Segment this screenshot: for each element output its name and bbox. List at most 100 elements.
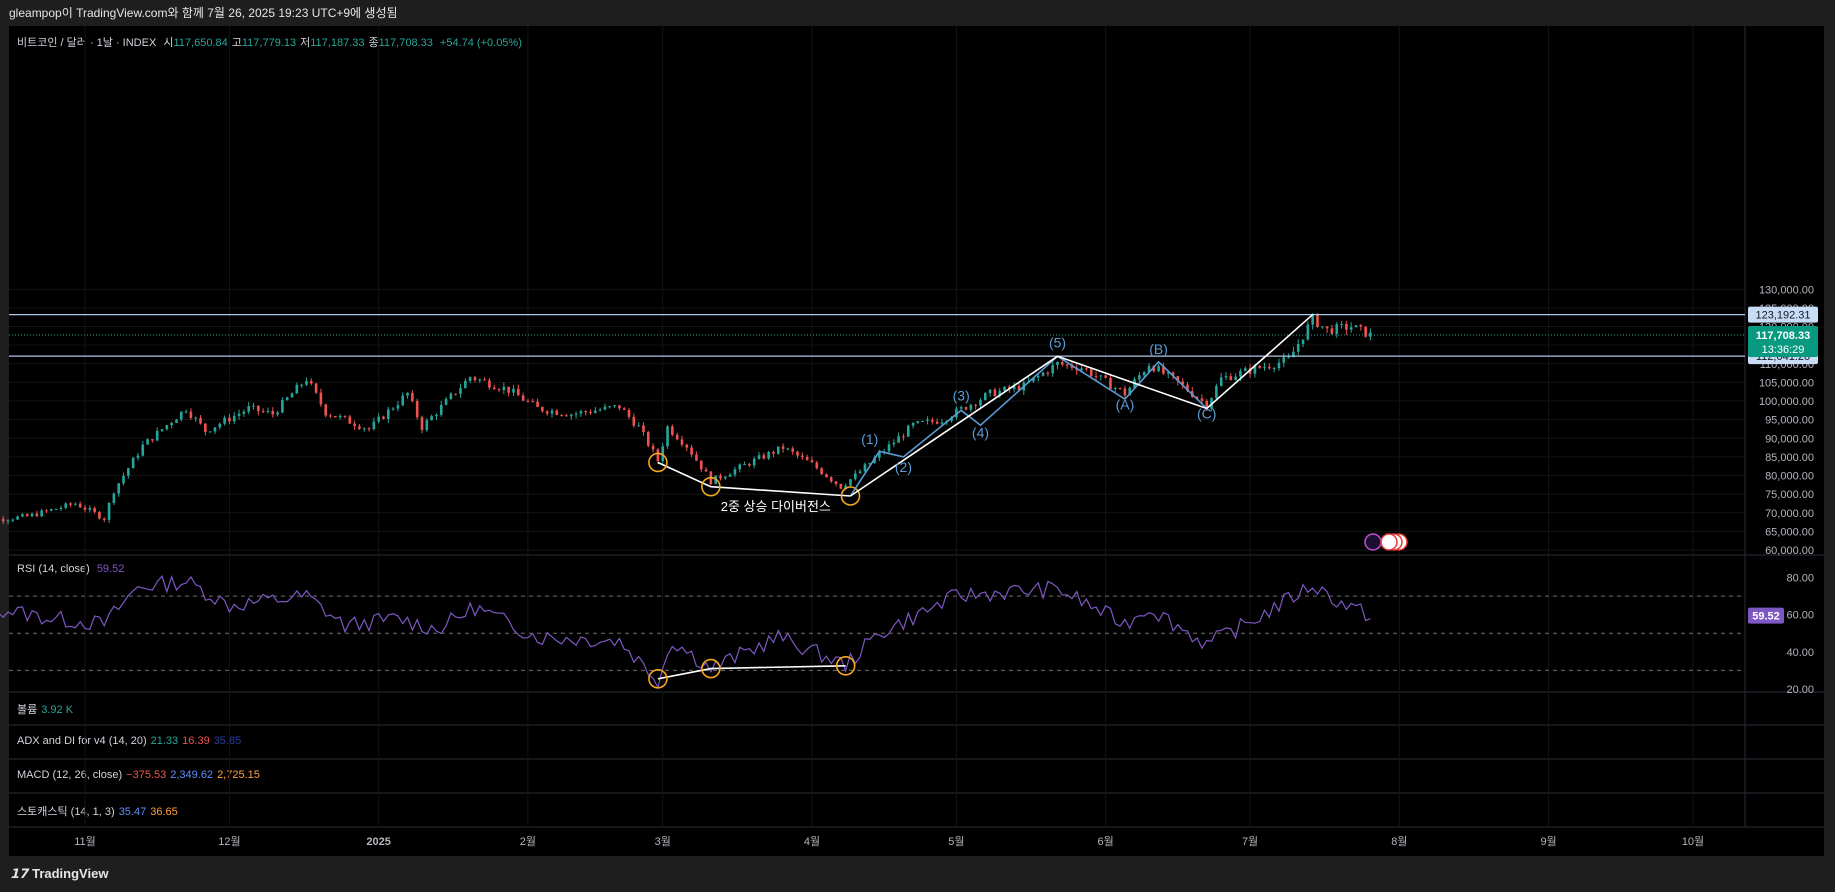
candle-body (1166, 372, 1170, 374)
candle-body (608, 406, 612, 408)
candle-body (449, 393, 453, 399)
divergence-circle (840, 486, 861, 506)
candle-body (748, 464, 751, 466)
candle-body (820, 468, 823, 475)
candle-body (1263, 366, 1266, 368)
rsi-tick-label: 20.00 (1786, 684, 1814, 696)
candle-body (1325, 326, 1329, 329)
brand-text: TradingView (32, 866, 109, 881)
candle-body (1219, 377, 1223, 387)
candle-body (353, 423, 356, 427)
candle-body (117, 483, 121, 494)
candle-body (1162, 366, 1165, 374)
candle-body (916, 421, 920, 424)
indicator-legend-3: 스토캐스틱 (14, 1, 3) 35.47 36.65 (17, 803, 178, 819)
indicator-value: 35.85 (213, 735, 242, 747)
divergence-label: 2중 상승 다이버전스 (721, 499, 831, 514)
candle-body (829, 477, 833, 482)
candle-body (724, 476, 727, 479)
candle-body (45, 510, 48, 512)
candle-body (165, 425, 169, 430)
candle-body (1349, 327, 1353, 330)
tradingview-logo[interactable]: 𝟭𝟳 TradingView (10, 866, 108, 882)
candle-body (810, 460, 814, 463)
candle-body (767, 451, 770, 459)
candle-body (35, 513, 39, 517)
candle-body (483, 379, 486, 381)
candle-body (396, 405, 400, 409)
candle-body (151, 439, 154, 441)
candle-body (1345, 323, 1348, 330)
candle-body (671, 426, 674, 435)
ohlc-item-3: 종117,708.33 (368, 37, 433, 49)
candle-body (690, 447, 693, 455)
indicator-name: 볼륨 (17, 704, 38, 716)
time-tick-label: 7월 (1242, 835, 1258, 848)
wave-label: (5) (1049, 335, 1066, 351)
candle-body (878, 452, 881, 458)
candle-body (584, 411, 587, 413)
candle-body (252, 405, 255, 407)
candle-body (613, 405, 616, 407)
candle-body (189, 411, 193, 418)
candle-body (319, 392, 323, 405)
price-tick-label: 100,000.00 (1759, 396, 1814, 408)
candle-body (752, 458, 756, 466)
candle-body (940, 422, 944, 424)
candle-body (223, 417, 226, 424)
candle-body (170, 422, 173, 426)
candle-body (801, 455, 804, 458)
footer-bar (0, 856, 1835, 892)
candle-body (733, 469, 737, 475)
price-tick-label: 65,000.00 (1765, 526, 1814, 538)
rsi-divergence-circle (835, 655, 856, 676)
candle-body (141, 444, 145, 456)
current-price-tag (1748, 326, 1818, 358)
candle-body (1061, 362, 1064, 365)
wave-label: (B) (1149, 341, 1168, 357)
candle-body (695, 454, 698, 461)
candle-body (1118, 388, 1122, 390)
candle-body (646, 431, 650, 446)
candle-body (603, 406, 607, 410)
economic-event-icon[interactable] (1380, 533, 1398, 551)
countdown-label: 13:36:29 (1762, 344, 1805, 356)
rsi-tick-label: 40.00 (1786, 647, 1814, 659)
candle-body (74, 503, 77, 505)
candle-body (112, 493, 116, 503)
candle-body (160, 429, 164, 431)
candle-body (656, 449, 660, 462)
candle-body (406, 392, 409, 396)
candle-body (382, 416, 385, 419)
time-tick-label: 9월 (1540, 835, 1556, 848)
candle-body (1094, 376, 1098, 378)
chart-frame[interactable] (9, 26, 1824, 856)
candle-body (430, 416, 433, 421)
candle-body (1, 518, 5, 522)
candle-body (776, 446, 780, 454)
candle-body (1205, 400, 1209, 409)
candle-body (969, 404, 973, 410)
candle-body (1065, 364, 1069, 366)
candle-body (184, 411, 188, 413)
candle-body (488, 380, 491, 388)
candle-body (675, 434, 679, 440)
candle-body (194, 417, 198, 419)
tv-logo-icon: 𝟭𝟳 (10, 866, 29, 881)
event-icon[interactable] (1364, 533, 1382, 551)
candle-body (931, 419, 934, 422)
candle-body (1272, 368, 1276, 370)
indicator-value: 3.92 K (41, 704, 74, 716)
wave-label: (C) (1197, 406, 1216, 422)
candle-body (598, 409, 602, 411)
time-tick-label: 3월 (655, 835, 671, 848)
candle-body (348, 416, 352, 424)
candle-body (213, 427, 217, 432)
candle-body (266, 410, 270, 412)
candle-body (136, 455, 140, 458)
candle-body (1340, 323, 1343, 325)
candle-body (338, 415, 342, 418)
candle-body (478, 379, 482, 381)
candle-body (796, 451, 799, 456)
